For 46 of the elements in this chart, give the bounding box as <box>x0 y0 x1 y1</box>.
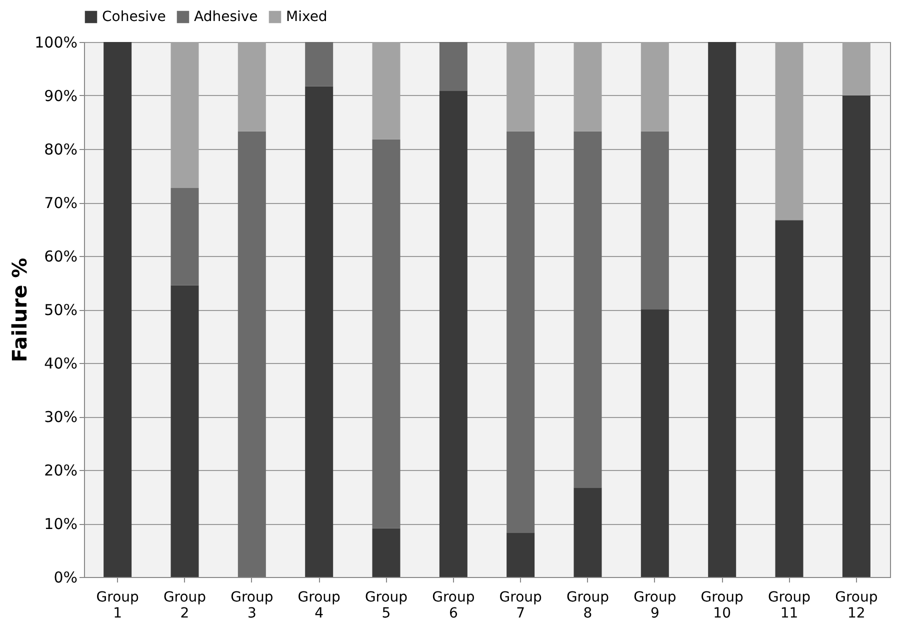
bar <box>640 131 669 310</box>
bar <box>439 90 468 577</box>
bar <box>439 42 468 91</box>
y-tick-label: 30% <box>44 408 78 426</box>
bar <box>104 42 132 577</box>
x-tick-label: Group 5 <box>364 590 408 622</box>
x-tick-label: Group 4 <box>298 590 341 622</box>
x-tick-label: Group 9 <box>634 590 676 622</box>
y-tick-label: 60% <box>44 248 78 266</box>
y-tick-label: 70% <box>44 194 78 212</box>
bar <box>775 220 804 577</box>
x-tick-label: Group 12 <box>835 590 878 622</box>
x-tick-label: Group 2 <box>163 590 206 622</box>
bar <box>574 131 602 488</box>
bar <box>708 42 736 577</box>
y-tick-label: 90% <box>44 87 78 105</box>
bar <box>372 528 400 577</box>
bar <box>372 139 400 528</box>
bar <box>842 96 870 577</box>
bar <box>574 488 602 577</box>
legend-label: Cohesive <box>102 9 166 25</box>
bar <box>305 86 334 577</box>
x-tick-label: Group 7 <box>499 590 542 622</box>
bar <box>506 131 535 533</box>
y-axis-title: Failure % <box>8 258 32 362</box>
y-tick-label: 40% <box>44 354 78 372</box>
x-tick-label: Group 11 <box>768 590 811 622</box>
bar <box>238 131 266 577</box>
y-tick-label: 10% <box>44 515 78 533</box>
bar <box>305 42 334 86</box>
legend-label: Mixed <box>286 9 328 25</box>
x-tick-label: Group 3 <box>230 590 274 622</box>
x-tick-label: Group 8 <box>566 590 610 622</box>
x-tick-label: Group 10 <box>700 590 744 622</box>
x-tick-label: Group 1 <box>96 590 140 622</box>
bar <box>640 310 669 577</box>
y-tick-label: 20% <box>44 462 78 480</box>
bar <box>506 532 535 577</box>
y-tick-label: 80% <box>44 140 78 158</box>
bar <box>170 285 199 577</box>
y-tick-label: 50% <box>44 301 78 319</box>
bar <box>170 188 199 286</box>
x-tick-label: Group 6 <box>432 590 475 622</box>
y-tick-label: 100% <box>34 34 78 52</box>
legend-label: Adhesive <box>194 9 258 25</box>
y-tick-label: 0% <box>54 568 78 586</box>
